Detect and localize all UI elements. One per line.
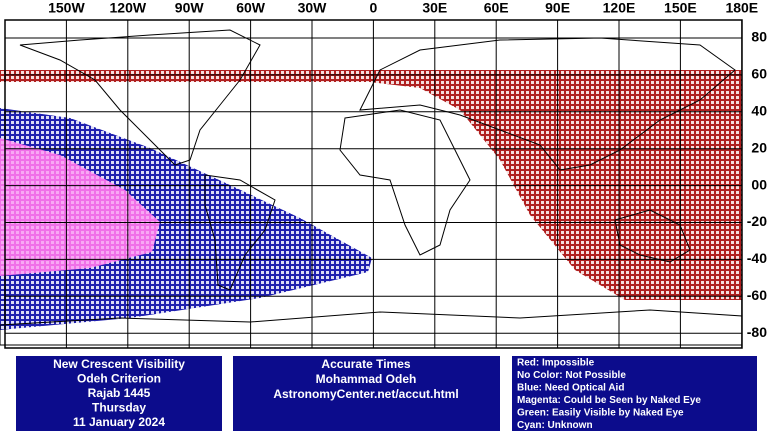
latitude-label: 00 <box>751 176 767 192</box>
legend-line: Blue: Need Optical Aid <box>517 383 624 394</box>
legend-line: Green: Easily Visible by Naked Eye <box>517 408 684 419</box>
latitude-label: -80 <box>747 324 767 340</box>
legend-line: No Color: Not Possible <box>517 370 626 381</box>
info-line: Odeh Criterion <box>77 372 161 386</box>
longitude-label: 90E <box>545 0 570 16</box>
latitude-label: 80 <box>751 29 767 45</box>
longitude-label: 60W <box>236 0 266 16</box>
visibility-regions <box>0 70 742 330</box>
credit-line: Accurate Times <box>321 357 410 371</box>
optical-aid-region <box>0 108 372 330</box>
latitude-label: 20 <box>751 139 767 155</box>
africa <box>339 109 471 256</box>
longitude-label: 180E <box>725 0 758 16</box>
longitude-label: 60E <box>484 0 509 16</box>
latitude-label: -60 <box>747 287 767 303</box>
info-line: Thursday <box>92 401 146 415</box>
legend-line: Red: Impossible <box>517 358 595 369</box>
impossible-region <box>0 70 742 300</box>
graticule <box>5 20 743 348</box>
info-panel <box>16 356 222 431</box>
antarctica <box>0 309 743 346</box>
longitude-label: 30E <box>422 0 447 16</box>
credit-line: Mohammad Odeh <box>316 372 417 386</box>
longitude-label: 90W <box>175 0 205 16</box>
eurasia <box>359 37 736 171</box>
legend-line: Cyan: Unknown <box>517 420 593 431</box>
north-america <box>19 29 261 166</box>
credit-panel <box>233 356 500 431</box>
longitude-label: 120E <box>603 0 636 16</box>
axis-labels: 150W 120W 90W 60W 30W 0 30E 60E 90E 120E 150E 180E 8… <box>48 0 767 340</box>
naked-eye-region <box>0 138 160 276</box>
longitude-label: 150E <box>664 0 697 16</box>
credit-line: AstronomyCenter.net/accut.html <box>273 387 458 401</box>
info-line: Rajab 1445 <box>88 386 151 400</box>
longitude-label: 30W <box>298 0 328 16</box>
latitude-label: -20 <box>747 213 767 229</box>
latitude-label: 40 <box>751 103 767 119</box>
latitude-label: -40 <box>747 250 767 266</box>
map-frame <box>4 19 743 349</box>
longitude-label: 0 <box>370 0 378 16</box>
legend-panel <box>512 356 757 431</box>
latitude-label: 60 <box>751 66 767 82</box>
longitude-label: 120W <box>110 0 147 16</box>
legend-line: Magenta: Could be Seen by Naked Eye <box>517 395 701 406</box>
info-line: 11 January 2024 <box>73 415 165 429</box>
longitude-label: 150W <box>48 0 85 16</box>
info-line: New Crescent Visibility <box>53 357 185 371</box>
